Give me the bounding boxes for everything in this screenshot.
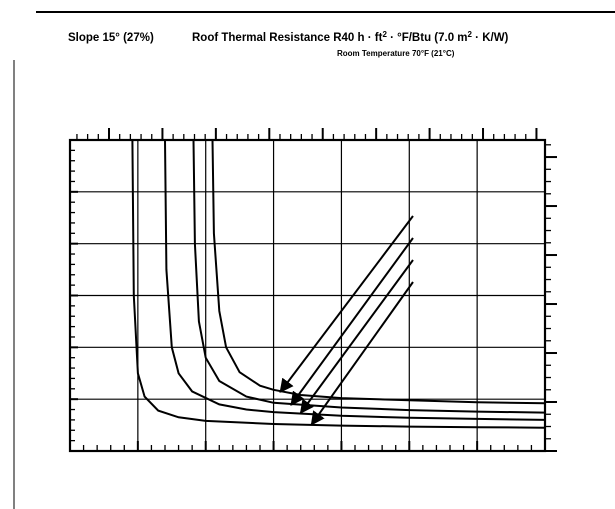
chart-header: Slope 15° (27%) Roof Thermal Resistance …: [68, 30, 509, 58]
legend-leader-1: [299, 259, 414, 415]
axes: [68, 128, 557, 453]
series-lines: [131, 139, 546, 429]
series-line-0: [131, 139, 546, 429]
slope-label: Slope 15° (27%): [68, 32, 154, 44]
series-line-2: [192, 139, 546, 414]
legend: [279, 215, 414, 426]
thermal-resistance-label: Roof Thermal Resistance R40 h · ft2 · °F…: [192, 30, 509, 44]
page-rules: [13, 11, 615, 509]
legend-leader-2: [290, 237, 414, 406]
room-temperature-label: Room Temperature 70°F (21°C): [337, 49, 455, 58]
legend-leader-3: [279, 215, 414, 394]
legend-leader-0: [310, 281, 414, 426]
series-line-1: [164, 139, 546, 421]
series-line-3: [211, 139, 546, 405]
